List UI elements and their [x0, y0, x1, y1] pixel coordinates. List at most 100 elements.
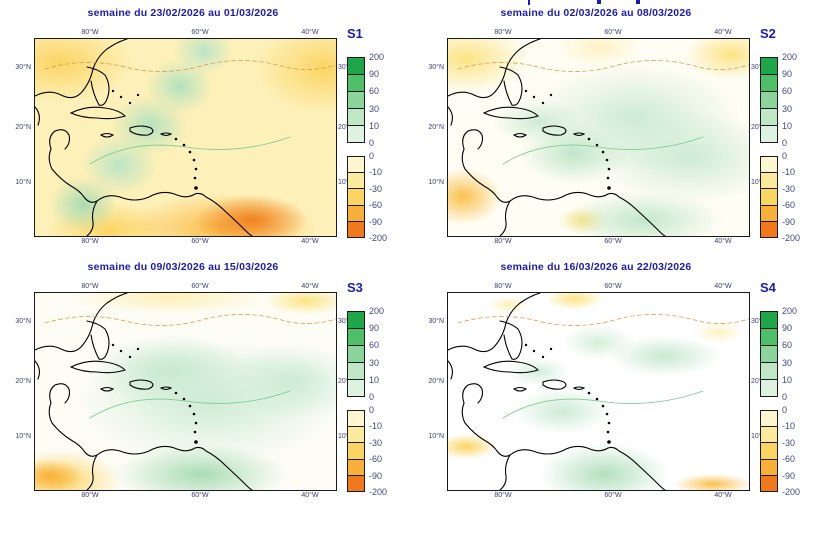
lon-tick-bottom: 80°W — [81, 238, 99, 245]
map-s3 — [34, 292, 337, 491]
colorbar-tick-label: -10 — [369, 167, 383, 178]
colorbar-cell — [761, 411, 777, 427]
map-s1 — [34, 38, 337, 237]
lat-tick-right: 30°N — [338, 64, 349, 71]
colorbar-tick-label: -30 — [369, 183, 383, 194]
colorbar-cell — [348, 345, 364, 362]
anomaly-field — [448, 293, 749, 490]
colorbar-cell — [761, 458, 777, 475]
colorbar-tick-label: 10 — [782, 120, 793, 131]
colorbar-tick-label: -60 — [369, 454, 383, 465]
panel-title: semaine du 16/03/2026 au 22/03/2026 — [500, 261, 692, 273]
lon-tick-bottom: 60°W — [604, 492, 622, 499]
lat-tick-left: 20°N — [15, 378, 31, 385]
colorbar-cell — [348, 74, 364, 91]
colorbar-cell — [761, 74, 777, 91]
colorbar: S3 200 90 60 30 10 0 0 -10 -30 -60 -90 -200 — [345, 280, 411, 506]
colorbar-tick-label: 0 — [369, 151, 375, 161]
colorbar-tick-label: 10 — [782, 374, 793, 385]
panel-s3: semaine du 09/03/2026 au 15/03/2026 80°W… — [0, 258, 412, 510]
colorbar-cell — [348, 58, 364, 74]
colorbar-tick-label: -30 — [369, 437, 383, 448]
map-s4 — [447, 292, 750, 491]
lat-tick-right: 20°N — [751, 378, 762, 385]
colorbar-cell — [761, 379, 777, 396]
lon-tick-top: 40°W — [714, 29, 732, 36]
colorbar-tick-label: 10 — [369, 374, 380, 385]
colorbar-positive — [347, 311, 365, 397]
lat-tick-left: 20°N — [15, 124, 31, 131]
colorbar-tick-label: 0 — [369, 405, 375, 415]
colorbar-tick-label: 200 — [369, 52, 385, 62]
colorbar-tick-label: 0 — [369, 392, 375, 402]
colorbar-cell — [348, 188, 364, 205]
colorbar-positive — [347, 57, 365, 143]
colorbar-tick-label: 200 — [782, 52, 798, 62]
colorbar-tick-label: -200 — [369, 487, 388, 497]
lon-tick-bottom: 40°W — [714, 492, 732, 499]
colorbar-tick-label: 60 — [782, 86, 793, 97]
lat-tick-left: 10°N — [15, 179, 31, 186]
lat-tick-right: 30°N — [338, 318, 349, 325]
colorbar-cell — [761, 108, 777, 125]
lon-tick-top: 60°W — [604, 29, 622, 36]
lon-tick-top: 80°W — [81, 29, 99, 36]
lon-tick-bottom: 60°W — [604, 238, 622, 245]
colorbar-tick-label: 30 — [782, 357, 793, 368]
colorbar-cell — [348, 91, 364, 108]
colorbar-tick-label: -90 — [782, 216, 796, 227]
colorbar-tick-label: 0 — [782, 405, 788, 415]
lat-tick-right: 10°N — [751, 179, 762, 186]
colorbar-tick-label: -10 — [782, 421, 796, 432]
colorbar-tick-label: 60 — [782, 340, 793, 351]
colorbar-tick-label: -30 — [782, 437, 796, 448]
colorbar-tick-label: -10 — [782, 167, 796, 178]
lat-tick-right: 10°N — [338, 179, 349, 186]
clipped-title-fragment — [528, 0, 530, 5]
colorbar-tick-label: 90 — [369, 323, 380, 334]
anomaly-field — [35, 293, 336, 490]
coastline-layer — [448, 293, 749, 490]
lat-tick-right: 20°N — [751, 124, 762, 131]
colorbar-tick-label: -90 — [782, 470, 796, 481]
panel-s1: semaine du 23/02/2026 au 01/03/2026 80°W… — [0, 4, 412, 256]
lon-tick-top: 80°W — [494, 29, 512, 36]
colorbar-tick-label: 0 — [782, 138, 788, 148]
colorbar-cell — [348, 220, 364, 238]
colorbar-tick-label: 60 — [369, 340, 380, 351]
colorbar-cell — [348, 312, 364, 328]
colorbar-tick-label: -10 — [369, 421, 383, 432]
colorbar-cell — [348, 362, 364, 379]
colorbar: S1 200 90 60 30 10 0 0 -10 -30 -60 -90 -200 — [345, 26, 411, 252]
lat-tick-left: 30°N — [428, 318, 444, 325]
lat-tick-right: 30°N — [751, 64, 762, 71]
clipped-title-fragment — [597, 0, 601, 4]
colorbar-tick-label: 200 — [782, 306, 798, 316]
colorbar-cell — [348, 379, 364, 396]
colorbar-tick-label: 90 — [369, 69, 380, 80]
colorbar-positive — [760, 311, 778, 397]
colorbar-cell — [348, 474, 364, 492]
panel-label: S3 — [347, 280, 363, 295]
lon-tick-bottom: 60°W — [191, 238, 209, 245]
lat-tick-left: 30°N — [15, 318, 31, 325]
colorbar-tick-label: 200 — [369, 306, 385, 316]
panel-label: S2 — [760, 26, 776, 41]
lat-tick-left: 10°N — [428, 179, 444, 186]
colorbar-tick-label: -30 — [782, 183, 796, 194]
colorbar-tick-label: 30 — [782, 103, 793, 114]
colorbar-cell — [761, 125, 777, 142]
lon-tick-top: 40°W — [714, 283, 732, 290]
lat-tick-left: 20°N — [428, 378, 444, 385]
lat-tick-left: 10°N — [15, 433, 31, 440]
colorbar-cell — [761, 204, 777, 221]
clipped-title-fragment — [636, 0, 640, 4]
colorbar: S4 200 90 60 30 10 0 0 -10 -30 -60 -90 -200 — [758, 280, 824, 506]
panel-title: semaine du 09/03/2026 au 15/03/2026 — [87, 261, 279, 273]
colorbar-positive — [760, 57, 778, 143]
lat-tick-right: 10°N — [338, 433, 349, 440]
lat-tick-right: 20°N — [338, 124, 349, 131]
lon-tick-bottom: 80°W — [494, 492, 512, 499]
lon-tick-bottom: 40°W — [714, 238, 732, 245]
anomaly-field — [448, 39, 749, 236]
